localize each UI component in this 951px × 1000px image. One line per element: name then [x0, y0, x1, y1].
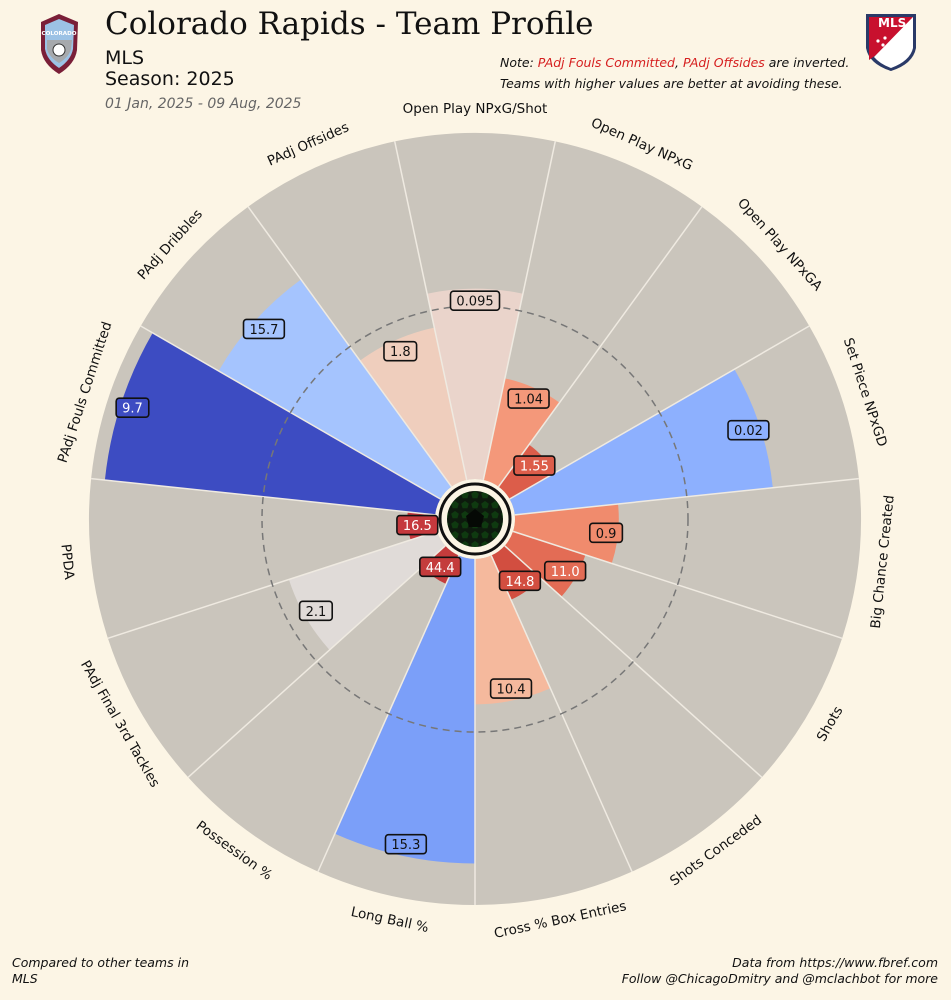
value-label-box	[727, 419, 770, 441]
value-label-box	[513, 455, 556, 476]
slice-bar-padj-offsides	[359, 327, 467, 487]
slice-divider	[394, 141, 468, 481]
soccer-ball-icon	[438, 482, 512, 556]
value-label-text: 16.5	[403, 519, 432, 534]
value-label-box	[298, 600, 334, 622]
value-label-shots-conceded: 14.8	[498, 570, 542, 592]
comparison-caption: Compared to other teams in MLS	[12, 955, 232, 987]
value-label-box	[383, 340, 418, 362]
league-name: MLS	[105, 47, 145, 69]
value-label-text: 9.7	[122, 402, 143, 417]
slice-label-long-ball: Long Ball %	[349, 904, 430, 936]
value-label-long-ball: 15.3	[384, 833, 428, 855]
value-label-box	[384, 833, 428, 855]
svg-text:COLORADO: COLORADO	[41, 31, 76, 37]
value-label-cross-box-entries: 10.4	[489, 678, 533, 699]
slice-label-open-play-npxg-shot: Open Play NPxG/Shot	[403, 101, 548, 117]
note-metric-fouls: PAdj Fouls Committed	[537, 55, 675, 70]
value-label-text: 14.8	[505, 575, 534, 590]
slice-bg-shots	[504, 531, 843, 778]
value-label-box	[242, 318, 286, 340]
note-line-2: Teams with higher values are better at a…	[500, 76, 843, 91]
value-label-text: 1.55	[520, 460, 549, 475]
slice-bg-ppda	[89, 478, 437, 639]
slice-divider	[91, 477, 436, 516]
team-logo: COLORADO	[41, 14, 78, 74]
slice-divider	[497, 206, 703, 488]
svg-text:MLS: MLS	[878, 16, 906, 30]
source-credit-line-2: Follow @ChicagoDmitry and @mclachbot for…	[621, 971, 938, 986]
value-label-text: 44.4	[426, 561, 455, 576]
value-label-box	[396, 514, 439, 536]
note-metric-offsides: PAdj Offsides	[682, 55, 765, 70]
slice-bar-set-piece-npxgd	[509, 369, 773, 515]
value-label-text: 15.7	[249, 323, 278, 338]
value-label-text: 0.02	[734, 424, 763, 439]
value-label-text: 15.3	[391, 838, 420, 853]
value-label-text: 0.095	[456, 295, 493, 310]
date-range: 01 Jan, 2025 - 09 Aug, 2025	[105, 96, 302, 112]
note-comma: ,	[674, 55, 683, 70]
slice-label-ppda: PPDA	[57, 543, 77, 581]
slice-bar-cross-box-entries	[475, 555, 551, 705]
value-label-box	[419, 556, 462, 578]
value-label-set-piece-npxgd: 0.02	[727, 419, 770, 441]
slice-divider	[187, 545, 446, 778]
season-label: Season: 2025	[105, 68, 235, 90]
note-prefix: Note:	[500, 55, 538, 70]
value-label-box	[449, 290, 501, 312]
value-labels: 0.095 1.04 1.55 0.02 0.9 11.0 14.8 10.4 15.3 44.4…	[115, 290, 770, 855]
inverted-metrics-note: Note: PAdj Fouls Committed, PAdj Offside…	[500, 52, 849, 94]
value-label-big-chance-created: 0.9	[588, 522, 624, 544]
source-credit-line-1: Data from https://www.fbref.com	[732, 955, 938, 970]
slice-bg-open-play-npxga	[498, 206, 810, 500]
slice-divider	[514, 477, 859, 516]
value-label-possession: 44.4	[419, 556, 462, 578]
value-label-text: 11.0	[551, 565, 580, 580]
note-suffix: are inverted.	[764, 55, 850, 70]
source-credit: Data from https://www.fbref.com Follow @…	[622, 955, 938, 987]
comparison-caption-line-2: MLS	[12, 971, 38, 986]
slice-bar-long-ball	[334, 555, 475, 864]
page-title: Colorado Rapids - Team Profile	[105, 6, 594, 42]
slice-label-big-chance-created: Big Chance Created	[868, 494, 898, 629]
value-label-text: 10.4	[497, 683, 526, 698]
slice-bar-open-play-npxg-shot	[427, 288, 523, 480]
slice-bar-big-chance-created	[513, 503, 619, 564]
value-label-box	[498, 570, 542, 592]
value-label-padj-fouls-committed: 9.7	[115, 397, 150, 419]
value-label-padj-final-3rd-tackles: 2.1	[298, 600, 334, 622]
value-label-text: 1.04	[514, 393, 543, 408]
slice-bar-padj-fouls-committed	[104, 332, 441, 515]
value-label-box	[489, 678, 533, 699]
value-label-open-play-npxga: 1.55	[513, 455, 556, 476]
reference-ring-50th-percentile	[261, 305, 689, 733]
slice-label-cross-box-entries: Cross % Box Entries	[493, 898, 628, 942]
value-label-box	[115, 397, 150, 419]
value-label-box	[507, 388, 550, 409]
value-label-text: 0.9	[596, 527, 617, 542]
value-label-box	[543, 560, 587, 582]
value-label-open-play-npxg: 1.04	[507, 388, 550, 409]
slice-bg-possession	[188, 545, 459, 872]
value-label-ppda: 16.5	[396, 514, 439, 536]
value-label-open-play-npxg-shot: 0.095	[449, 290, 501, 312]
value-label-padj-dribbles: 15.7	[242, 318, 286, 340]
value-label-padj-offsides: 1.8	[383, 340, 418, 362]
comparison-caption-line-1: Compared to other teams in	[12, 955, 189, 970]
slice-label-shots: Shots	[814, 704, 847, 745]
value-label-text: 1.8	[390, 345, 411, 360]
value-label-shots: 11.0	[543, 560, 587, 582]
league-logo: MLS	[866, 14, 916, 71]
value-label-box	[588, 522, 624, 544]
value-label-text: 2.1	[306, 605, 327, 620]
slice-bg-shots-conceded	[491, 545, 762, 872]
